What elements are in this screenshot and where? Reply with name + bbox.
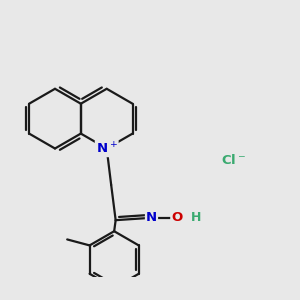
Text: Cl$^-$: Cl$^-$ — [221, 154, 246, 167]
Text: N: N — [146, 211, 157, 224]
Text: O: O — [171, 211, 182, 224]
Text: H: H — [191, 211, 202, 224]
Text: N$^+$: N$^+$ — [96, 141, 118, 156]
